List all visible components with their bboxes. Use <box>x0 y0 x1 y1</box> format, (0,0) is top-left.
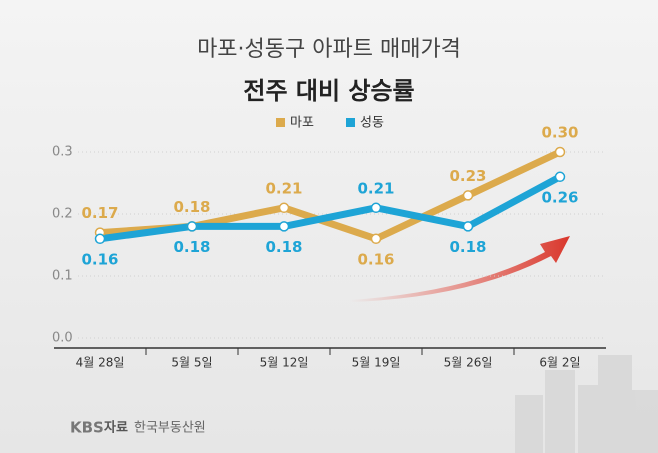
x-tick-label: 4월 28일 <box>76 356 125 370</box>
chart-subtitle: 전주 대비 상승률 <box>243 77 414 105</box>
buildings <box>515 355 658 453</box>
series-line <box>99 173 562 243</box>
data-label: 0.17 <box>81 204 118 222</box>
x-tick-label: 5월 19일 <box>352 356 401 370</box>
legend-swatch <box>276 118 285 127</box>
legend-label: 성동 <box>360 116 384 131</box>
y-tick-label: 0.1 <box>52 269 73 284</box>
source-label: 자료 <box>104 421 128 436</box>
data-label: 0.18 <box>173 238 210 256</box>
y-tick-label: 0.0 <box>52 331 73 346</box>
data-point <box>94 233 106 245</box>
data-point <box>278 221 290 232</box>
data-point <box>370 202 382 214</box>
data-point <box>462 190 474 201</box>
source: 한국부동산원 <box>134 421 206 436</box>
legend-label: 마포 <box>290 116 314 131</box>
trend-arrow <box>350 236 570 302</box>
data-point <box>370 233 382 245</box>
data-label: 0.18 <box>265 238 302 256</box>
data-point <box>186 221 198 232</box>
data-point <box>554 146 566 158</box>
data-label: 0.18 <box>449 238 486 256</box>
data-label: 0.18 <box>173 198 210 216</box>
chart-title: 마포·성동구 아파트 매매가격 <box>197 37 461 62</box>
legend-swatch <box>346 118 355 127</box>
data-point <box>554 171 566 183</box>
y-tick-label: 0.2 <box>52 207 73 222</box>
data-label: 0.21 <box>357 179 394 197</box>
x-tick-label: 5월 12일 <box>260 356 309 370</box>
x-tick-label: 6월 2일 <box>539 356 580 370</box>
data-label: 0.16 <box>81 250 118 268</box>
x-tick-label: 5월 5일 <box>171 356 212 370</box>
data-point <box>462 221 474 232</box>
x-tick-label: 5월 26일 <box>444 356 493 370</box>
source-logo: KBS <box>70 419 104 437</box>
data-point <box>278 202 290 214</box>
data-label: 0.23 <box>449 167 486 185</box>
data-label: 0.21 <box>265 179 302 197</box>
data-label: 0.26 <box>541 188 578 206</box>
data-label: 0.16 <box>357 250 394 268</box>
y-tick-label: 0.3 <box>52 145 73 160</box>
data-label: 0.30 <box>541 124 578 142</box>
